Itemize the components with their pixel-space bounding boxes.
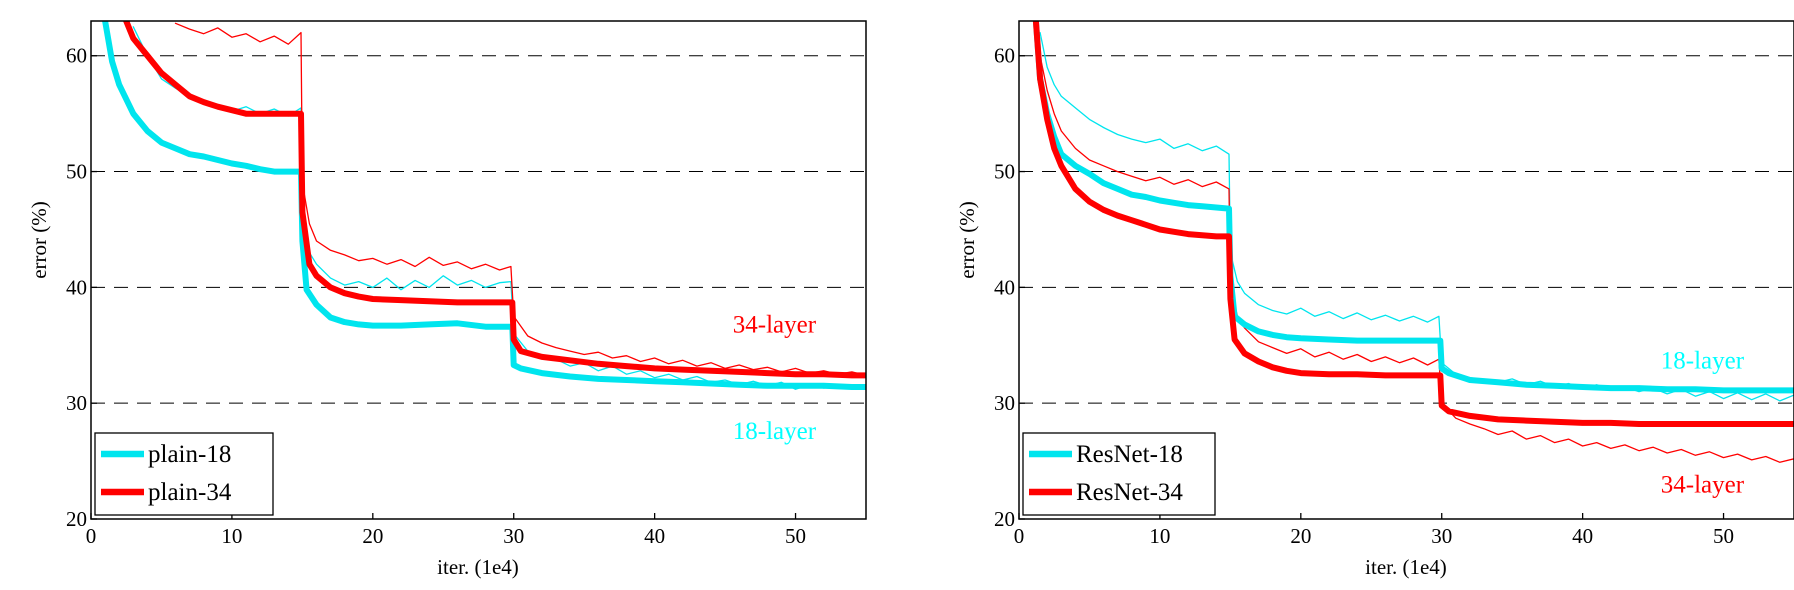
x-tick-label-20: 20 — [362, 524, 383, 548]
annotation-18-layer: 18-layer — [733, 418, 817, 445]
series-plain-18 — [102, 21, 866, 390]
x-tick-label-10: 10 — [1149, 524, 1170, 548]
y-tick-label-30: 30 — [66, 391, 87, 415]
x-axis-title: iter. (1e4) — [1365, 555, 1447, 579]
y-tick-label-40: 40 — [994, 275, 1015, 299]
x-tick-label-50: 50 — [785, 524, 806, 548]
x-tick-label-0: 0 — [86, 524, 97, 548]
axis-ticks: 0 10 20 30 40 50 20 30 40 50 60 — [66, 44, 806, 548]
x-tick-label-40: 40 — [1572, 524, 1593, 548]
series-resnet-34 — [1032, 21, 1794, 427]
validation-lines — [1039, 31, 1794, 463]
legend-label-resnet-18: ResNet-18 — [1076, 441, 1183, 468]
annotation-34-layer: 34-layer — [1661, 471, 1745, 498]
plot-frame — [1018, 20, 1794, 520]
series-resnet-18 — [1032, 21, 1794, 394]
y-tick-label-30: 30 — [994, 391, 1015, 415]
x-tick-label-30: 30 — [503, 524, 524, 548]
training-lines — [102, 21, 866, 390]
series-plain-34-val — [174, 22, 866, 377]
chart-resnet: 0 10 20 30 40 50 20 30 40 50 60 iter. (1e4) error … — [955, 20, 1794, 579]
series-resnet-34-val — [1039, 55, 1794, 463]
annotation-34-layer: 34-layer — [733, 312, 817, 339]
y-tick-label-20: 20 — [66, 507, 87, 531]
x-tick-label-0: 0 — [1014, 524, 1025, 548]
y-axis-title: error (%) — [955, 201, 979, 279]
annotations: 34-layer 18-layer — [733, 312, 817, 446]
x-axis-title: iter. (1e4) — [437, 555, 519, 579]
y-tick-label-60: 60 — [66, 44, 87, 68]
y-tick-label-50: 50 — [994, 160, 1015, 184]
x-tick-label-40: 40 — [644, 524, 665, 548]
plot-frame — [90, 20, 867, 520]
x-tick-label-10: 10 — [221, 524, 242, 548]
axis-ticks: 0 10 20 30 40 50 20 30 40 50 60 — [994, 44, 1734, 548]
legend-label-plain-18: plain-18 — [148, 441, 231, 468]
y-tick-label-20: 20 — [994, 507, 1015, 531]
gridlines — [1019, 55, 1794, 404]
y-tick-label-40: 40 — [66, 275, 87, 299]
y-axis-title: error (%) — [27, 201, 51, 279]
legend: plain-18 plain-34 — [94, 432, 274, 516]
y-tick-label-50: 50 — [66, 160, 87, 184]
legend-label-resnet-34: ResNet-34 — [1076, 479, 1183, 506]
chart-plain: 0 10 20 30 40 50 20 30 40 50 60 iter. (1e4) error … — [27, 20, 867, 579]
series-resnet-18-val — [1039, 31, 1794, 402]
series-plain-34 — [123, 21, 866, 379]
legend-box — [1022, 432, 1216, 516]
legend: ResNet-18 ResNet-34 — [1022, 432, 1216, 516]
x-tick-label-30: 30 — [1431, 524, 1452, 548]
annotation-18-layer: 18-layer — [1661, 347, 1745, 374]
legend-box — [94, 432, 274, 516]
x-tick-label-20: 20 — [1290, 524, 1311, 548]
y-tick-label-60: 60 — [994, 44, 1015, 68]
training-lines — [1032, 21, 1794, 427]
gridlines — [91, 55, 866, 404]
annotations: 18-layer 34-layer — [1661, 347, 1745, 498]
legend-label-plain-34: plain-34 — [148, 479, 232, 506]
x-tick-label-50: 50 — [1713, 524, 1734, 548]
